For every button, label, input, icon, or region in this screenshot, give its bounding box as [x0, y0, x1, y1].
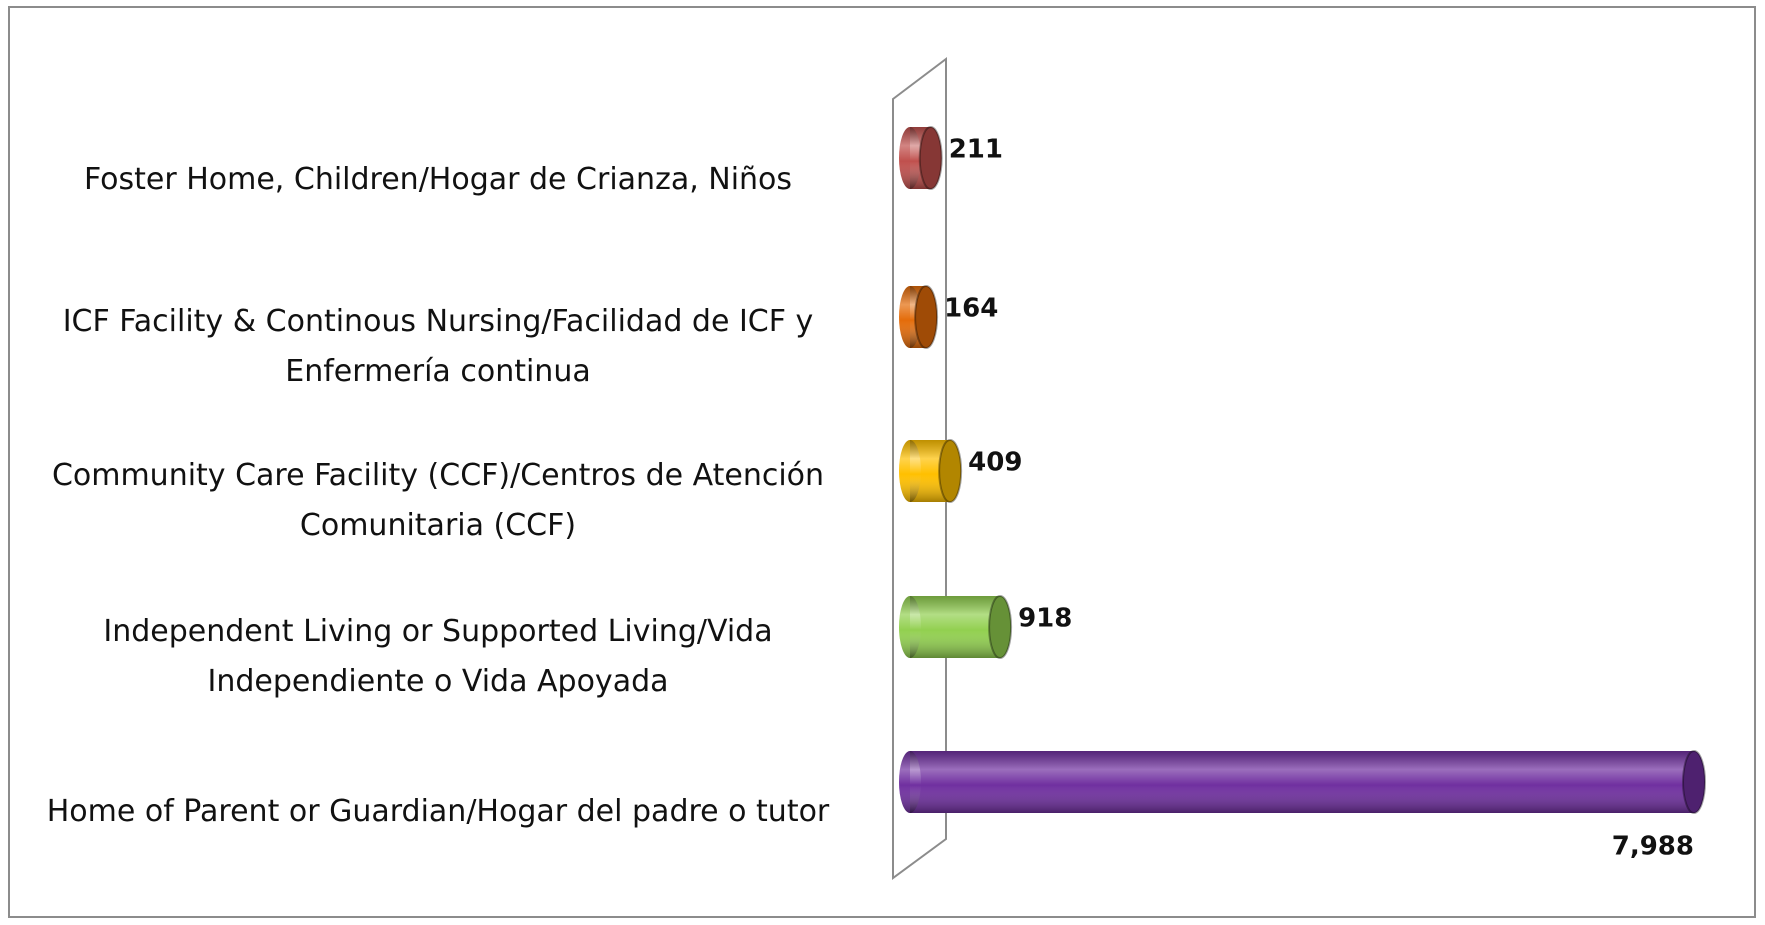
category-label: Foster Home, Children/Hogar de Crianza, … [83, 162, 793, 197]
bar-start-shade [899, 596, 921, 658]
chart-border [8, 6, 1756, 918]
bar-end-cap [938, 439, 963, 503]
bar-end-shade [919, 127, 942, 189]
bar-end-shade [915, 286, 938, 348]
axis-wall [892, 56, 947, 880]
bar-shade [910, 751, 1694, 813]
category-label: ICF Facility & Continous Nursing/Facilid… [62, 304, 814, 389]
bar-end-cap [918, 126, 943, 190]
value-label: 7,988 [1612, 832, 1694, 862]
bar-shade [910, 596, 1001, 658]
bar-start-shade [899, 286, 921, 348]
category-label: Home of Parent or Guardian/Hogar del pad… [46, 794, 830, 829]
bar-start-shade [899, 127, 921, 189]
bar-end-shade [939, 440, 962, 502]
bar [899, 595, 1013, 659]
bar-end-shade [1683, 751, 1705, 813]
value-label: 409 [968, 448, 1022, 478]
value-label: 164 [944, 294, 998, 324]
bar [899, 750, 1706, 814]
bar-end-cap [914, 285, 939, 349]
bar [899, 439, 963, 503]
bar-end-cap [988, 595, 1013, 659]
value-label: 211 [949, 135, 1003, 165]
bar-start-shade [899, 751, 921, 813]
bar [899, 285, 939, 349]
bar-end-cap [1682, 750, 1706, 814]
category-label: Independent Living or Supported Living/V… [103, 614, 773, 699]
bar [899, 126, 943, 190]
category-label: Community Care Facility (CCF)/Centros de… [51, 458, 825, 543]
value-label: 918 [1018, 604, 1072, 634]
bar-end-shade [989, 596, 1012, 658]
bar-start-shade [899, 440, 921, 502]
